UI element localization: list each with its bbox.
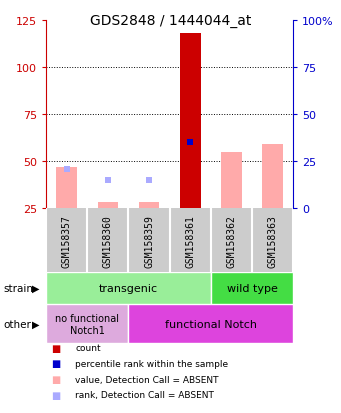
Text: wild type: wild type [227, 283, 278, 294]
Text: value, Detection Call = ABSENT: value, Detection Call = ABSENT [75, 375, 219, 384]
Text: rank, Detection Call = ABSENT: rank, Detection Call = ABSENT [75, 390, 214, 399]
Bar [98, 203, 118, 209]
Bar [262, 145, 283, 209]
Text: other: other [3, 319, 31, 329]
Text: ■: ■ [51, 390, 60, 400]
Text: ▶: ▶ [32, 319, 40, 329]
Bar [56, 167, 77, 209]
Text: count: count [75, 343, 101, 352]
Text: percentile rank within the sample: percentile rank within the sample [75, 359, 228, 368]
Text: GSM158362: GSM158362 [226, 214, 236, 267]
Bar [129, 304, 293, 344]
Bar [46, 273, 211, 304]
Text: ▶: ▶ [32, 283, 40, 294]
Text: GSM158359: GSM158359 [144, 214, 154, 267]
Text: ■: ■ [51, 358, 60, 368]
Text: GSM158361: GSM158361 [185, 214, 195, 267]
Text: strain: strain [3, 283, 33, 294]
Text: GSM158363: GSM158363 [268, 214, 278, 267]
Text: functional Notch: functional Notch [165, 319, 257, 329]
Text: GDS2848 / 1444044_at: GDS2848 / 1444044_at [90, 14, 251, 28]
Bar [211, 273, 293, 304]
Text: GSM158357: GSM158357 [62, 214, 72, 267]
Bar [180, 34, 201, 209]
Bar [46, 304, 129, 344]
Text: no functional
Notch1: no functional Notch1 [55, 313, 119, 335]
Text: ■: ■ [51, 343, 60, 353]
Bar [221, 152, 242, 209]
Bar [139, 203, 159, 209]
Text: ■: ■ [51, 374, 60, 384]
Text: GSM158360: GSM158360 [103, 214, 113, 267]
Text: transgenic: transgenic [99, 283, 158, 294]
